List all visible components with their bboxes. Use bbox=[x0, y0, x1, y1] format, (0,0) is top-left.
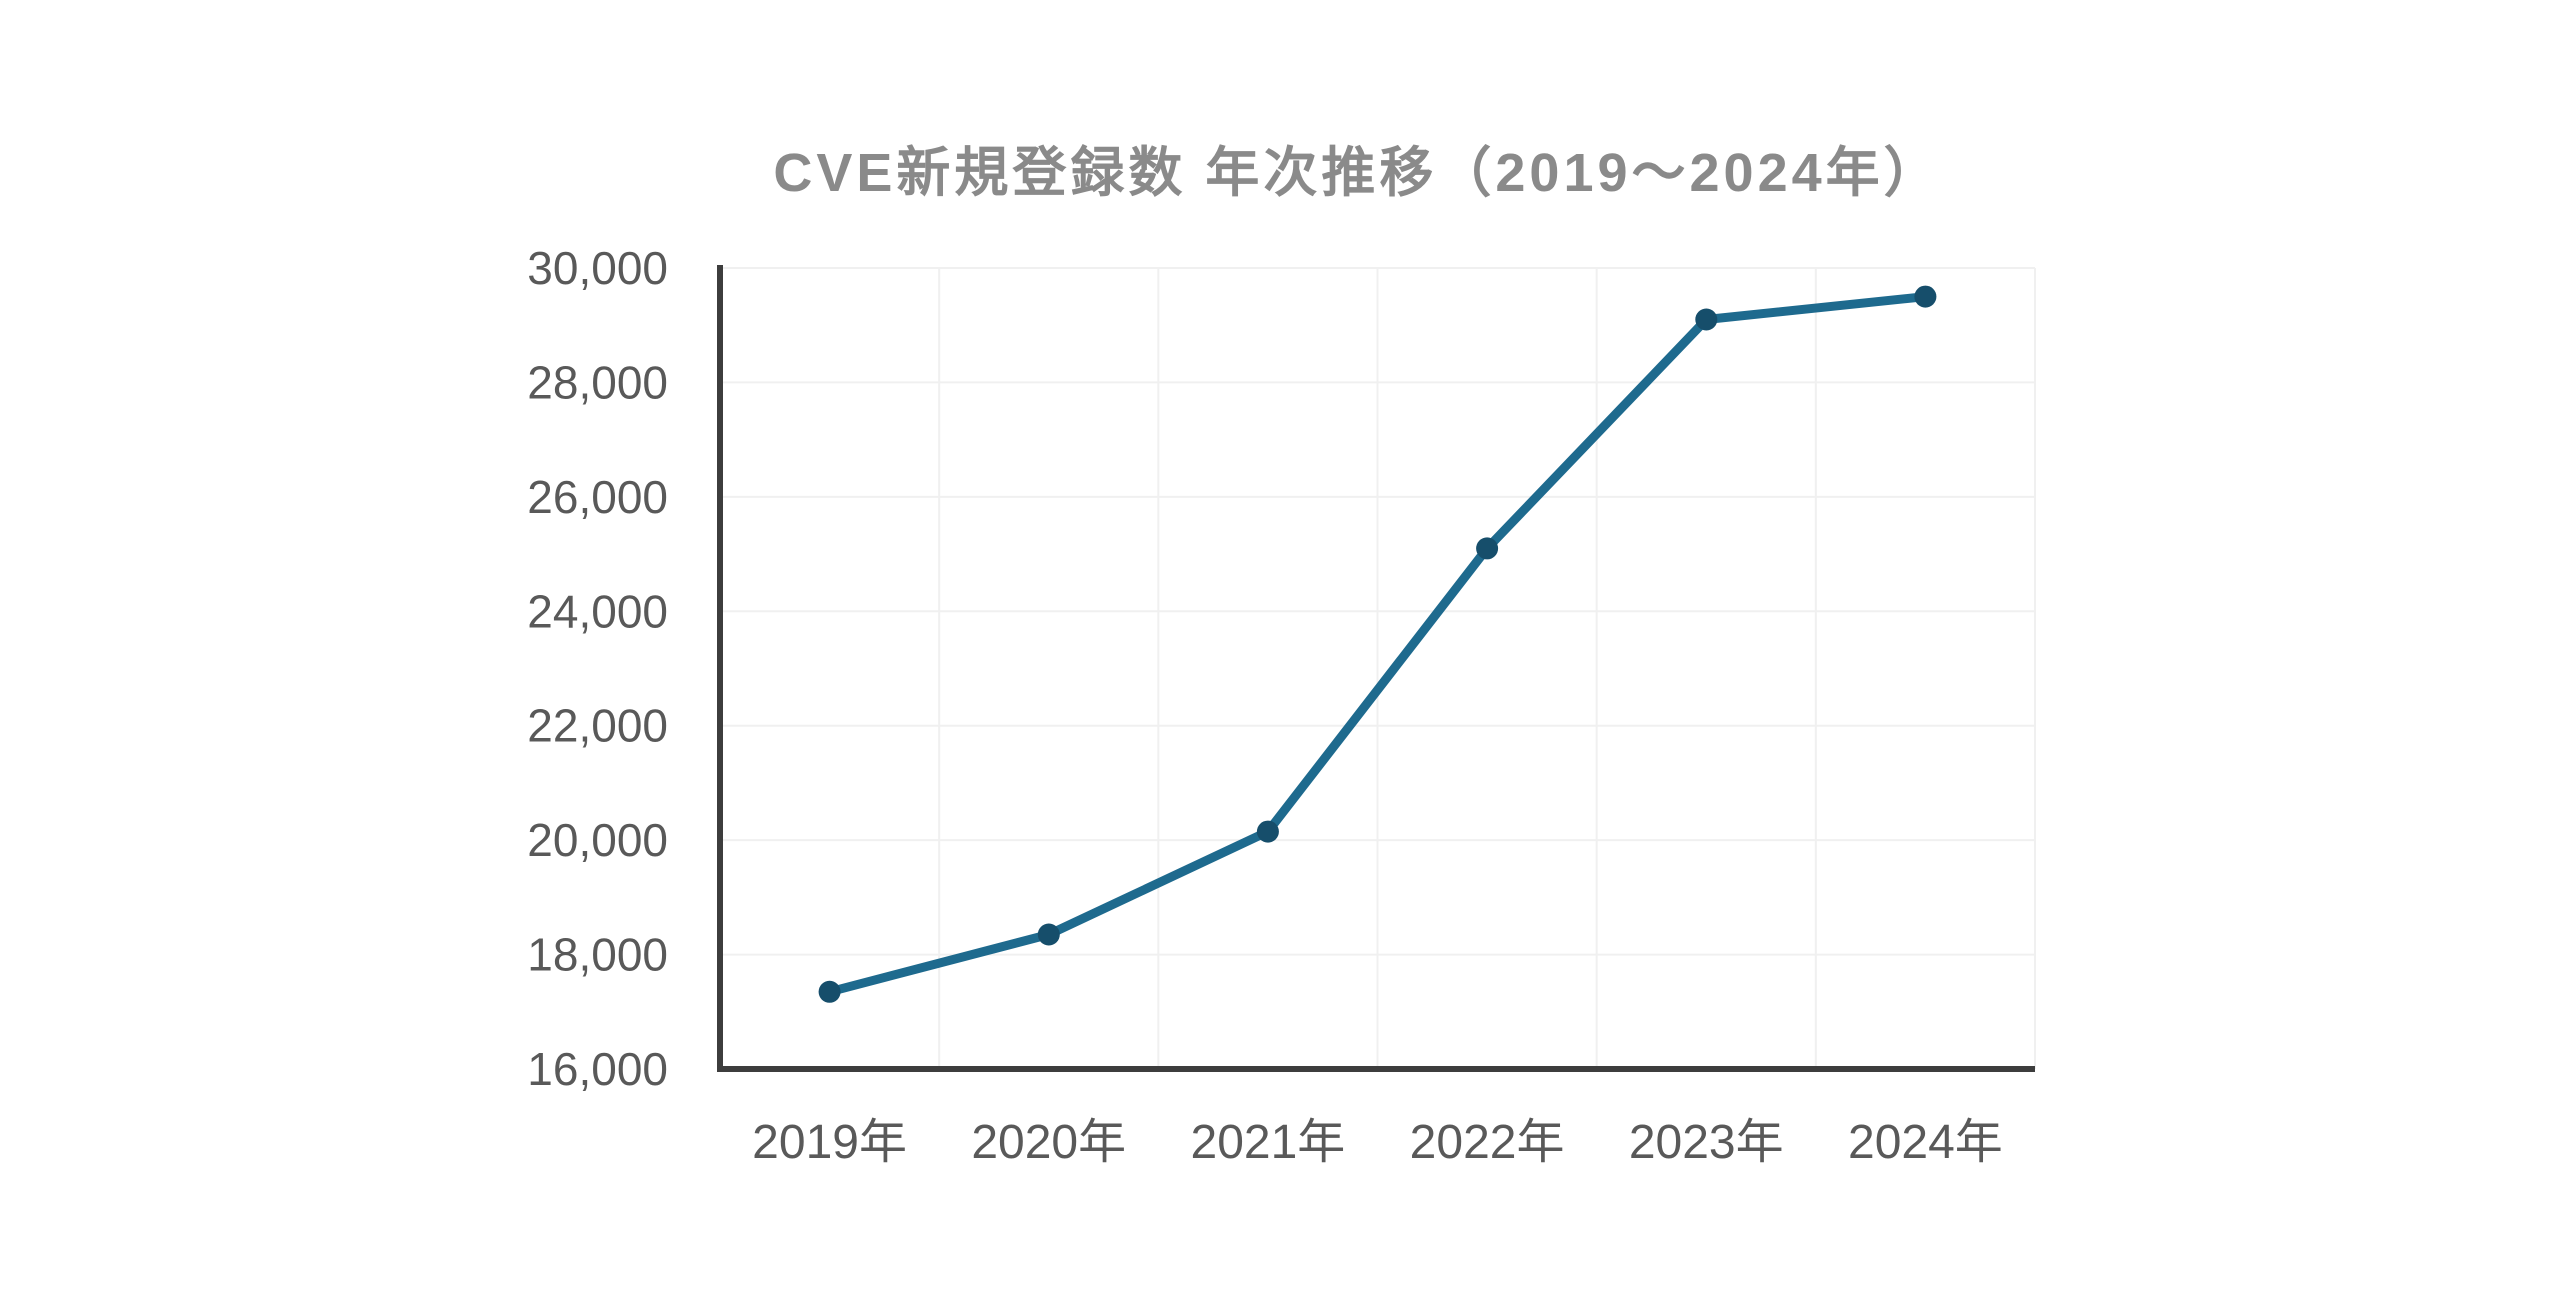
x-tick-label: 2021年 bbox=[1191, 1116, 1346, 1169]
series-line bbox=[825, 292, 1930, 997]
y-tick-label: 26,000 bbox=[527, 471, 668, 523]
y-tick-label: 22,000 bbox=[527, 700, 668, 752]
data-point-2022年 bbox=[1476, 537, 1499, 560]
chart-title: CVE新規登録数 年次推移（2019～2024年） bbox=[773, 143, 1942, 203]
x-tick-label: 2022年 bbox=[1410, 1116, 1565, 1169]
x-tick-label: 2019年 bbox=[752, 1116, 907, 1169]
data-point-2019年 bbox=[818, 980, 841, 1003]
y-tick-label: 24,000 bbox=[527, 585, 668, 637]
y-tick-label: 18,000 bbox=[527, 929, 668, 981]
data-point-2021年 bbox=[1256, 820, 1279, 843]
x-tick-label: 2024年 bbox=[1848, 1116, 2003, 1169]
y-tick-label: 28,000 bbox=[527, 356, 668, 408]
data-point-2020年 bbox=[1037, 923, 1060, 946]
x-tick-label: 2023年 bbox=[1629, 1116, 1784, 1169]
y-tick-label: 20,000 bbox=[527, 814, 668, 866]
data-point-2023年 bbox=[1695, 308, 1718, 331]
x-tick-label: 2020年 bbox=[971, 1116, 1126, 1169]
y-tick-label: 30,000 bbox=[527, 242, 668, 294]
y-tick-label: 16,000 bbox=[527, 1043, 668, 1095]
data-point-2024年 bbox=[1914, 285, 1937, 308]
